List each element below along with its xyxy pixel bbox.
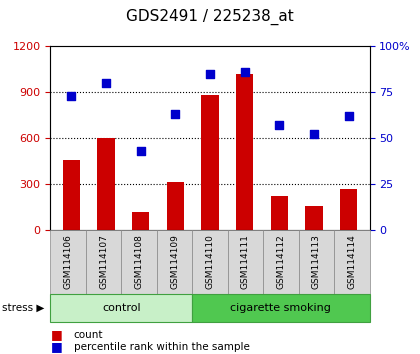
Bar (340, 189, 357, 230)
Text: GSM114106: GSM114106 (64, 234, 73, 290)
Text: GSM114108: GSM114108 (134, 234, 144, 290)
Text: GSM114113: GSM114113 (312, 234, 321, 290)
Bar (271, 196, 288, 230)
Text: GSM114109: GSM114109 (170, 234, 179, 290)
Bar (132, 212, 149, 230)
Text: count: count (74, 330, 103, 339)
Point (172, 111, 178, 117)
Text: GSM114112: GSM114112 (276, 235, 286, 289)
Point (276, 122, 283, 128)
Bar (305, 206, 323, 230)
Point (68, 93, 75, 98)
Text: percentile rank within the sample: percentile rank within the sample (74, 342, 249, 352)
Bar (236, 74, 253, 230)
Bar (167, 182, 184, 230)
Text: GSM114110: GSM114110 (205, 234, 215, 290)
Text: GSM114114: GSM114114 (347, 235, 356, 289)
Point (137, 148, 144, 154)
Point (311, 132, 318, 137)
Text: GSM114111: GSM114111 (241, 234, 250, 290)
Text: stress ▶: stress ▶ (2, 303, 45, 313)
Point (345, 113, 352, 119)
Bar (97, 138, 115, 230)
Text: ■: ■ (50, 341, 62, 353)
Text: GDS2491 / 225238_at: GDS2491 / 225238_at (126, 9, 294, 25)
Point (102, 80, 109, 86)
Bar (63, 160, 80, 230)
Text: ■: ■ (50, 328, 62, 341)
Point (241, 69, 248, 75)
Point (207, 71, 213, 76)
Bar (201, 95, 219, 230)
Text: control: control (102, 303, 141, 313)
Text: cigarette smoking: cigarette smoking (231, 303, 331, 313)
Text: GSM114107: GSM114107 (99, 234, 108, 290)
